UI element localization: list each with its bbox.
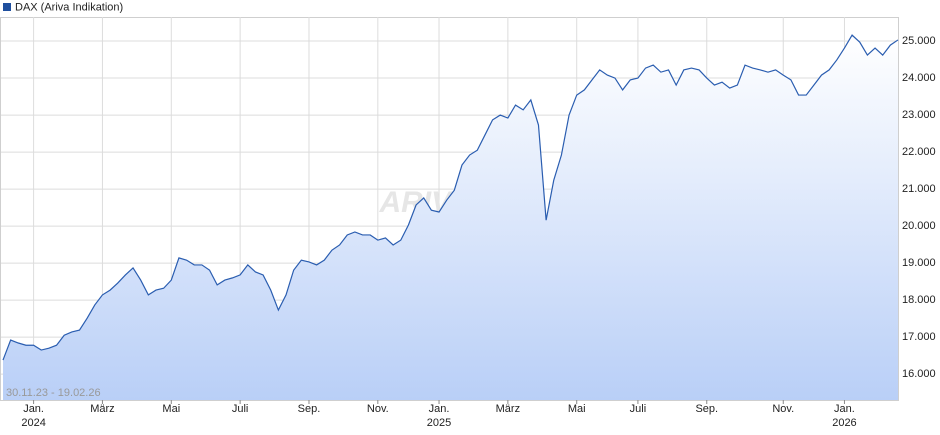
x-tick-label: Nov.: [367, 403, 389, 415]
x-tick-label: Nov.: [772, 403, 794, 415]
y-tick-label: 18.000: [902, 294, 936, 306]
x-tick-label: Mai: [162, 403, 180, 415]
legend-swatch: [3, 3, 11, 11]
date-range: 30.11.23 - 19.02.26: [6, 387, 101, 399]
line: [2, 34, 899, 361]
y-tick-label: 23.000: [902, 109, 936, 121]
x-tick-label: Jan. 2024: [21, 403, 45, 429]
x-tick-label: Sep.: [298, 403, 321, 415]
y-tick-label: 22.000: [902, 146, 936, 158]
y-tick-label: 19.000: [902, 257, 936, 269]
y-tick-label: 16.000: [902, 368, 936, 380]
legend-label: DAX (Ariva Indikation): [15, 1, 123, 13]
x-tick-label: Mai: [568, 403, 586, 415]
y-tick-label: 24.000: [902, 72, 936, 84]
x-tick-label: März: [496, 403, 520, 415]
y-tick-label: 21.000: [902, 183, 936, 195]
x-tick-label: Jan. 2025: [427, 403, 451, 429]
y-tick-label: 20.000: [902, 220, 936, 232]
area-fill: [3, 35, 898, 400]
x-tick-label: Juli: [232, 403, 249, 415]
x-tick-label: Jan. 2026: [832, 403, 856, 429]
y-tick-label: 25.000: [902, 35, 936, 47]
y-tick-label: 17.000: [902, 331, 936, 343]
x-tick-label: Juli: [630, 403, 647, 415]
x-tick-label: Sep.: [695, 403, 718, 415]
x-tick-label: März: [90, 403, 114, 415]
